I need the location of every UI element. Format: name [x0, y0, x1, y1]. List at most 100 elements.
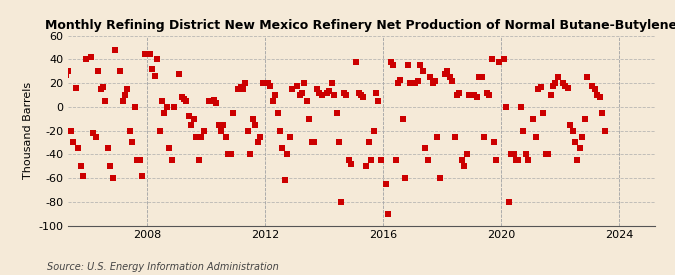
Point	[506, 152, 516, 156]
Point	[380, 182, 391, 186]
Point	[414, 63, 425, 68]
Point	[422, 158, 433, 163]
Point	[140, 51, 151, 56]
Point	[457, 158, 468, 163]
Point	[558, 81, 568, 85]
Point	[474, 75, 485, 79]
Point	[599, 128, 610, 133]
Point	[452, 93, 462, 97]
Point	[358, 95, 369, 100]
Point	[570, 140, 580, 145]
Point	[223, 152, 234, 156]
Point	[103, 146, 113, 151]
Point	[292, 83, 302, 88]
Point	[368, 128, 379, 133]
Point	[125, 128, 136, 133]
Point	[100, 99, 111, 103]
Point	[275, 128, 286, 133]
Point	[395, 78, 406, 82]
Point	[383, 211, 394, 216]
Point	[107, 176, 118, 180]
Point	[80, 57, 91, 62]
Point	[203, 99, 214, 103]
Point	[213, 122, 224, 127]
Point	[582, 75, 593, 79]
Point	[236, 84, 246, 89]
Point	[218, 122, 229, 127]
Point	[151, 57, 162, 62]
Point	[405, 81, 416, 85]
Point	[134, 158, 145, 163]
Point	[127, 140, 138, 145]
Point	[483, 93, 494, 97]
Point	[393, 81, 404, 85]
Point	[523, 158, 534, 163]
Point	[498, 57, 509, 62]
Point	[149, 74, 160, 78]
Point	[269, 93, 280, 97]
Point	[191, 134, 202, 139]
Point	[179, 97, 190, 101]
Point	[284, 134, 295, 139]
Point	[257, 81, 268, 85]
Point	[194, 158, 205, 163]
Point	[97, 84, 108, 89]
Point	[154, 128, 165, 133]
Point	[545, 93, 556, 97]
Point	[262, 81, 273, 85]
Point	[240, 81, 251, 85]
Point	[562, 86, 573, 90]
Point	[531, 134, 541, 139]
Point	[122, 87, 133, 91]
Point	[565, 122, 576, 127]
Point	[597, 111, 608, 115]
Point	[173, 72, 184, 76]
Point	[365, 158, 376, 163]
Text: Source: U.S. Energy Information Administration: Source: U.S. Energy Information Administ…	[47, 262, 279, 272]
Point	[481, 90, 492, 95]
Point	[70, 86, 81, 90]
Point	[186, 122, 197, 127]
Point	[181, 99, 192, 103]
Point	[208, 98, 219, 102]
Point	[417, 69, 428, 73]
Point	[157, 99, 167, 103]
Point	[543, 152, 554, 156]
Point	[447, 79, 458, 83]
Point	[553, 75, 564, 79]
Point	[304, 117, 315, 121]
Point	[245, 152, 256, 156]
Point	[92, 69, 103, 73]
Point	[211, 101, 221, 106]
Point	[250, 122, 261, 127]
Point	[533, 87, 543, 91]
Point	[233, 87, 244, 91]
Point	[132, 158, 143, 163]
Point	[574, 146, 585, 151]
Point	[176, 95, 187, 100]
Point	[302, 99, 313, 103]
Point	[592, 93, 603, 97]
Point	[306, 140, 317, 145]
Point	[435, 176, 446, 180]
Point	[476, 75, 487, 79]
Point	[550, 81, 561, 85]
Point	[55, 176, 66, 180]
Point	[356, 93, 367, 97]
Point	[387, 63, 398, 68]
Point	[371, 90, 381, 95]
Point	[252, 140, 263, 145]
Point	[314, 90, 325, 95]
Point	[535, 84, 546, 89]
Point	[137, 174, 148, 178]
Point	[144, 51, 155, 56]
Point	[489, 140, 500, 145]
Point	[429, 79, 440, 83]
Point	[351, 60, 362, 64]
Point	[402, 63, 413, 68]
Point	[491, 158, 502, 163]
Point	[321, 90, 332, 95]
Point	[265, 83, 275, 88]
Point	[344, 158, 354, 163]
Point	[516, 105, 526, 109]
